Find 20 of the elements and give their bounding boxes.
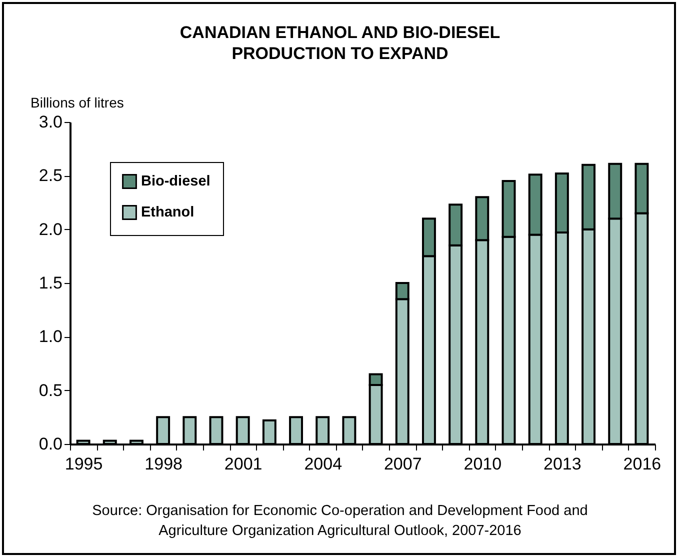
- legend-label: Bio-diesel: [141, 174, 210, 190]
- y-tick-label: 2.5: [38, 166, 62, 186]
- source-note: Source: Organisation for Economic Co-operation and Development Food and Agriculture Organization Agricultural Outlook, 2007-2016: [91, 502, 589, 541]
- legend-label: Ethanol: [141, 204, 194, 220]
- x-tick-label: 2004: [304, 454, 342, 474]
- x-tick-label: 2016: [623, 454, 662, 474]
- x-tick-label: 1995: [64, 454, 103, 474]
- chart-title: CANADIAN ETHANOL AND BIO-DIESEL PRODUCTION TO EXPAND: [178, 22, 502, 64]
- y-tick-label: 1.0: [38, 327, 62, 346]
- x-tick-label: 2001: [224, 454, 262, 474]
- y-axis-title: Billions of litres: [30, 94, 124, 110]
- x-tick-label: 2007: [384, 454, 422, 474]
- x-tick-label: 1998: [144, 454, 182, 474]
- x-tick-label: 2010: [464, 454, 502, 474]
- y-tick-label: 3.0: [38, 112, 62, 132]
- y-tick-label: 2.0: [38, 220, 62, 239]
- x-tick-label: 2013: [544, 454, 582, 474]
- y-tick-label: 0.0: [38, 434, 62, 454]
- y-tick-label: 1.5: [38, 274, 62, 292]
- y-tick-label: 0.5: [38, 380, 62, 400]
